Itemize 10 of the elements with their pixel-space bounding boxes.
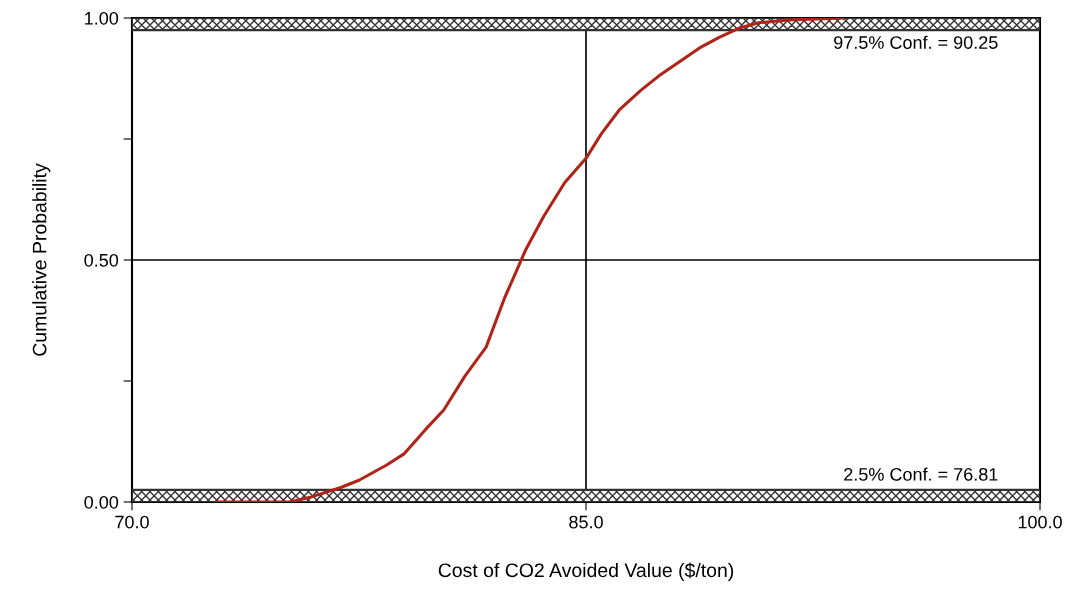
band-label: 2.5% Conf. = 76.81 — [844, 467, 998, 481]
y-tick-label: 1.00 — [85, 11, 119, 25]
x-tick-label: 85.0 — [569, 515, 603, 529]
x-tick-label: 70.0 — [115, 515, 149, 529]
x-axis-title: Cost of CO2 Avoided Value ($/ton) — [438, 562, 734, 581]
y-tick-label: 0.50 — [84, 253, 119, 267]
y-axis-title: Cumulative Probability — [32, 163, 51, 356]
x-tick-label: 100.0 — [1018, 515, 1062, 529]
y-tick-label: 0.00 — [84, 495, 119, 509]
band-label: 97.5% Conf. = 90.25 — [834, 35, 998, 49]
